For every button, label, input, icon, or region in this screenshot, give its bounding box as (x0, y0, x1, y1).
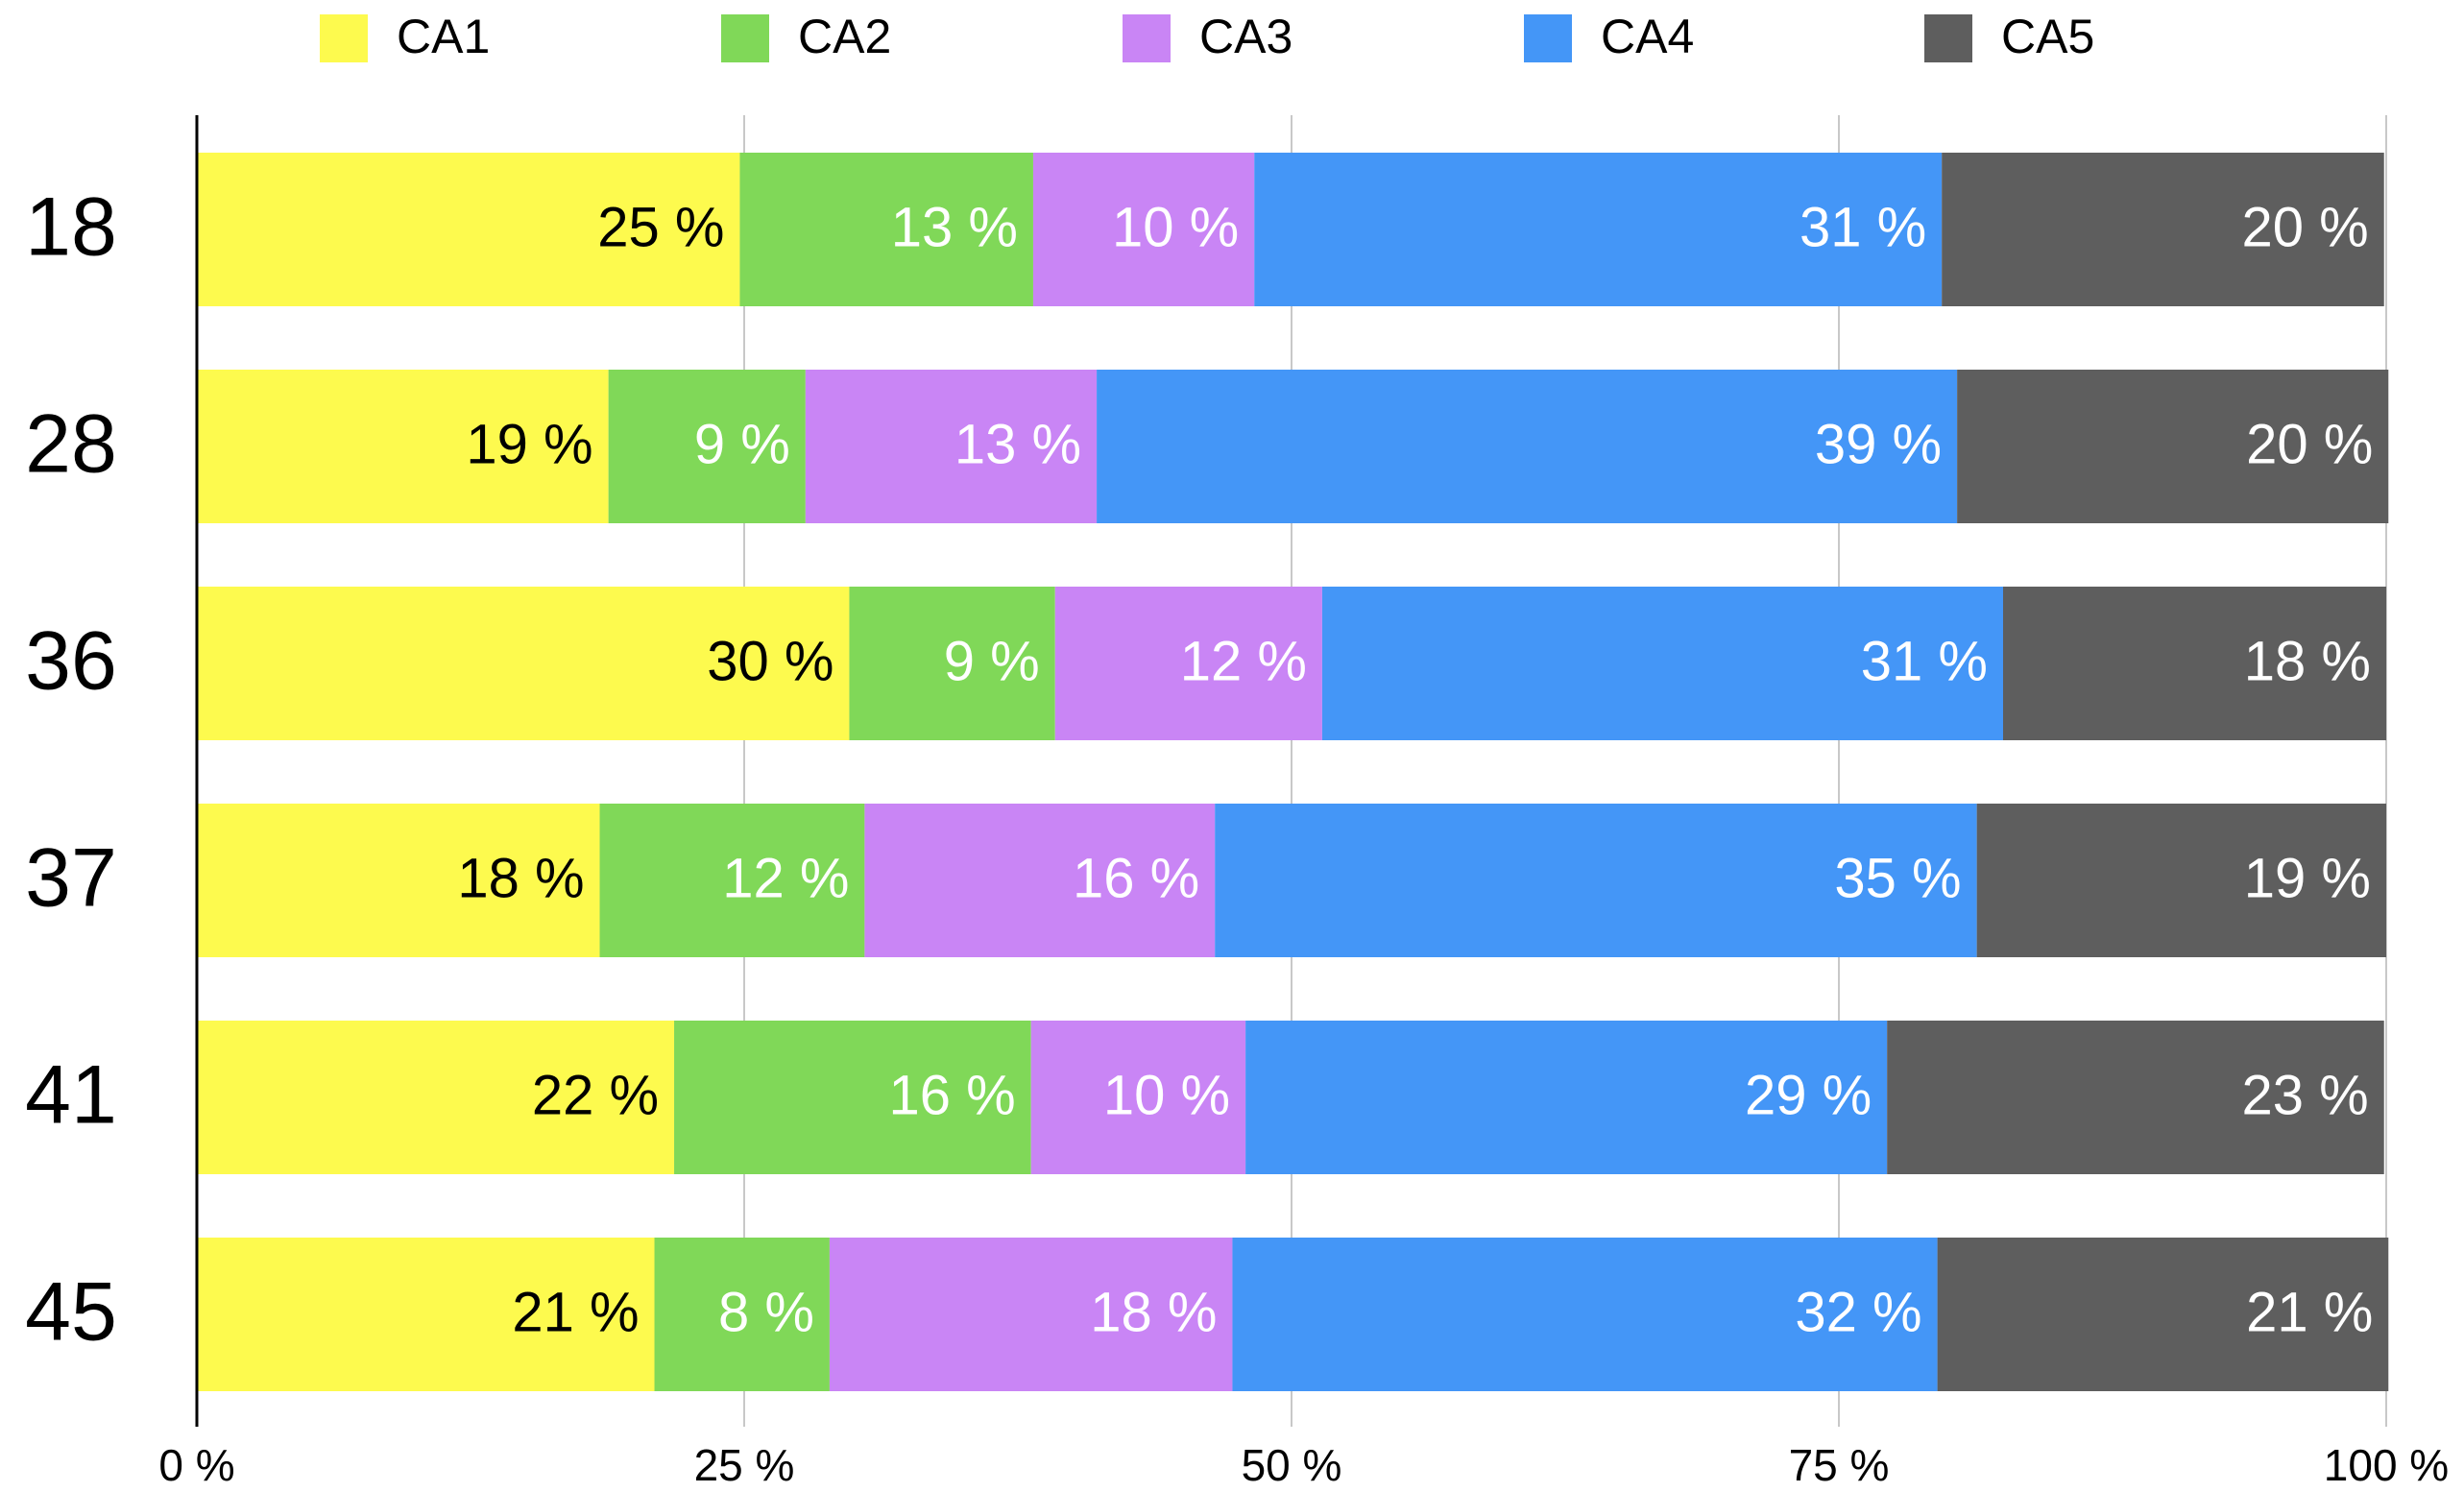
legend-label: CA2 (798, 10, 891, 63)
data-label: 23 % (2242, 1064, 2369, 1126)
bar-segment (197, 370, 609, 523)
legend-label: CA5 (2001, 10, 2094, 63)
legend-swatch (320, 14, 368, 62)
bar-segment (197, 804, 600, 957)
data-label: 9 % (944, 630, 1040, 692)
bar-segment (1030, 1021, 1246, 1174)
data-label: 9 % (694, 413, 790, 475)
bar-segment (739, 153, 1033, 306)
data-label: 20 % (2246, 413, 2373, 475)
data-label: 21 % (2246, 1281, 2373, 1343)
data-label: 21 % (512, 1281, 639, 1343)
legend-label: CA1 (397, 10, 490, 63)
data-label: 16 % (1073, 847, 1199, 909)
bar-segment (674, 1021, 1031, 1174)
bar-segment (1215, 804, 1977, 957)
data-label: 12 % (722, 847, 849, 909)
x-tick-label: 100 % (2324, 1440, 2449, 1490)
legend-swatch (1123, 14, 1171, 62)
bar-segment (1254, 153, 1943, 306)
bar-segment (197, 587, 850, 740)
data-label: 29 % (1745, 1064, 1872, 1126)
legend-label: CA4 (1601, 10, 1694, 63)
bar-segment (1232, 1238, 1938, 1391)
x-tick-label: 25 % (694, 1440, 795, 1490)
bar-segment (1054, 587, 1322, 740)
bar-segment (1097, 370, 1958, 523)
data-label: 25 % (597, 196, 724, 258)
bar-segment (1887, 1021, 2384, 1174)
bar-segment (1245, 1021, 1888, 1174)
y-tick-label: 18 (25, 181, 117, 274)
data-label: 12 % (1180, 630, 1307, 692)
bar-segment (849, 587, 1055, 740)
data-label: 18 % (1090, 1281, 1217, 1343)
legend-swatch (721, 14, 769, 62)
bar-segment (608, 370, 806, 523)
bar-segment (2003, 587, 2386, 740)
y-tick-label: 37 (25, 832, 117, 925)
bar-segment (1032, 153, 1255, 306)
y-tick-label: 41 (25, 1049, 117, 1142)
bar-segment (864, 804, 1216, 957)
data-label: 32 % (1795, 1281, 1921, 1343)
y-tick-label: 45 (25, 1266, 117, 1359)
data-label: 35 % (1834, 847, 1961, 909)
data-label: 31 % (1800, 196, 1926, 258)
data-label: 13 % (891, 196, 1018, 258)
data-label: 20 % (2242, 196, 2369, 258)
bar-segment (654, 1238, 830, 1391)
data-label: 30 % (707, 630, 833, 692)
bar-segment (197, 1021, 675, 1174)
bar-segment (805, 370, 1098, 523)
bar-segment (829, 1238, 1233, 1391)
data-label: 22 % (532, 1064, 659, 1126)
data-label: 13 % (954, 413, 1081, 475)
legend-label: CA3 (1199, 10, 1292, 63)
data-label: 10 % (1103, 1064, 1230, 1126)
bar-segment (1937, 1238, 2389, 1391)
y-tick-label: 28 (25, 398, 117, 491)
data-label: 31 % (1861, 630, 1988, 692)
x-tick-label: 75 % (1789, 1440, 1890, 1490)
bar-segment (1957, 370, 2389, 523)
bar-segment (599, 804, 865, 957)
data-label: 10 % (1112, 196, 1239, 258)
data-label: 8 % (718, 1281, 814, 1343)
data-label: 19 % (466, 413, 592, 475)
data-label: 16 % (888, 1064, 1015, 1126)
bar-segment (1321, 587, 2003, 740)
bar-segment (1976, 804, 2386, 957)
data-label: 19 % (2244, 847, 2371, 909)
data-label: 18 % (2244, 630, 2371, 692)
x-tick-label: 50 % (1242, 1440, 1342, 1490)
bar-segment (197, 1238, 655, 1391)
bar-segment (197, 153, 740, 306)
data-label: 39 % (1815, 413, 1942, 475)
y-tick-label: 36 (25, 615, 117, 708)
data-label: 18 % (457, 847, 584, 909)
bar-segment (1942, 153, 2384, 306)
legend-swatch (1524, 14, 1572, 62)
legend-swatch (1924, 14, 1972, 62)
x-tick-label: 0 % (158, 1440, 234, 1490)
